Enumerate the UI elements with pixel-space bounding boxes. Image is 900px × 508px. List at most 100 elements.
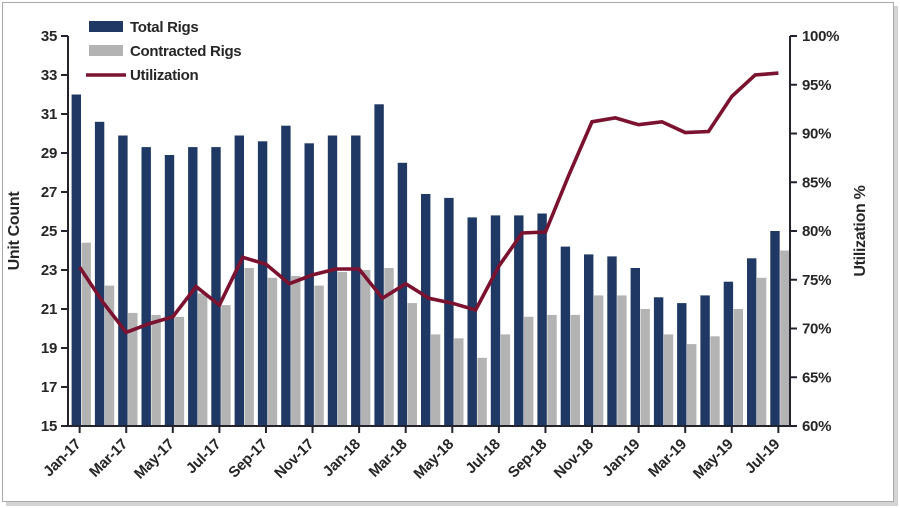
legend-item-label: Total Rigs <box>130 19 198 36</box>
contracted-rigs-bar <box>291 275 301 426</box>
contracted-rigs-bar <box>384 268 394 426</box>
total-rigs-bar <box>164 155 175 426</box>
contracted-rigs-bar <box>454 338 464 427</box>
contracted-rigs-bar <box>500 334 511 426</box>
contracted-rigs-bar <box>756 277 767 426</box>
total-rigs-bar <box>188 147 198 426</box>
contracted-rigs-bar <box>244 268 254 426</box>
x-axis-tick-label: Sep-17 <box>225 436 271 482</box>
left-axis-tick-label: 17 <box>41 379 57 396</box>
total-rigs-bar <box>514 215 524 426</box>
total-rigs-bar <box>118 135 128 426</box>
contracted-rigs-bar <box>151 314 161 426</box>
left-axis-tick-label: 15 <box>41 418 57 435</box>
right-axis-tick-label: 70% <box>802 321 831 338</box>
left-axis-tick-label: 29 <box>41 145 57 162</box>
rigs-utilization-chart: 15 17 19 21 23 25 27 29 31 33 35 60% 65% 70% 75% 80% 85%… <box>6 19 869 483</box>
contracted-rigs-bar <box>524 316 534 426</box>
total-rigs-bar <box>537 213 547 426</box>
total-rigs-bar <box>584 254 594 426</box>
total-rigs-bar <box>141 147 151 426</box>
left-axis-tick-label: 23 <box>41 262 57 279</box>
legend-item-label: Contracted Rigs <box>130 43 241 60</box>
x-axis-tick-label: Jul-17 <box>183 436 224 477</box>
total-rigs-bar <box>560 246 571 426</box>
total-rigs-bar <box>490 215 501 426</box>
x-axis-tick-label: May-19 <box>690 436 737 483</box>
total-rigs-bar <box>304 143 314 427</box>
x-axis-tick-label: Nov-17 <box>271 436 317 482</box>
contracted-rigs-bar <box>361 270 371 426</box>
contracted-rigs-bar <box>430 334 441 426</box>
x-axis-tick-label: May-17 <box>131 436 178 483</box>
left-axis-tick-label: 21 <box>41 301 57 318</box>
contracted-rigs-bar <box>547 314 557 426</box>
contracted-rigs-bar <box>733 309 743 426</box>
total-rigs-bar <box>257 141 268 427</box>
total-rigs-bar <box>653 297 664 426</box>
contracted-rigs-bar <box>687 344 697 426</box>
chart-frame: 15 17 19 21 23 25 27 29 31 33 35 60% 65% 70% 75% 80% 85%… <box>2 2 894 502</box>
total-rigs-bar <box>677 303 687 426</box>
total-rigs-bar <box>327 135 338 426</box>
left-axis-tick-label: 31 <box>41 106 57 123</box>
contracted-rigs-bar <box>314 285 324 426</box>
contracted-rigs-bar <box>780 250 790 426</box>
contracted-rigs-bar <box>477 357 487 427</box>
total-rigs-bar <box>234 135 244 426</box>
utilization-line <box>78 71 779 335</box>
right-axis-tick-label: 60% <box>802 418 831 435</box>
contracted-rigs-bar <box>640 309 650 426</box>
contracted-rigs-bar <box>174 316 185 426</box>
contracted-rigs-bar <box>337 272 348 426</box>
contracted-rigs-bar <box>198 293 208 426</box>
contracted-rigs-bar <box>663 334 674 426</box>
x-axis-tick-label: Jan-17 <box>40 436 84 480</box>
contracted-rigs-bar <box>593 295 604 426</box>
total-rigs-bar <box>374 104 384 427</box>
x-axis-tick-label: Sep-18 <box>505 436 551 482</box>
contracted-rigs-bar <box>81 242 91 426</box>
total-rigs-bar <box>630 268 640 426</box>
total-rigs-bar <box>281 125 291 426</box>
x-axis-tick-label: May-18 <box>410 436 457 483</box>
total-rigs-bar <box>421 194 431 426</box>
contracted-rigs-bar <box>570 314 580 426</box>
right-axis-tick-label: 100% <box>802 28 839 45</box>
legend-swatch-contracted-rigs <box>89 45 123 56</box>
total-rigs-bar <box>351 135 361 426</box>
left-axis-tick-label: 25 <box>41 223 57 240</box>
x-axis-tick-label: Jul-18 <box>462 436 503 477</box>
total-rigs-bar <box>747 258 757 426</box>
contracted-rigs-bar <box>710 336 720 426</box>
left-axis-tick-label: 27 <box>41 184 57 201</box>
right-axis-tick-label: 80% <box>802 223 831 240</box>
right-axis-tick-label: 75% <box>802 272 831 289</box>
contracted-rigs-bar <box>104 285 115 426</box>
contracted-rigs-bar <box>128 312 138 426</box>
left-axis-title: Unit Count <box>6 191 23 271</box>
contracted-rigs-bar <box>407 303 417 426</box>
contracted-rigs-bar <box>267 277 278 426</box>
x-axis-tick-label: Jul-19 <box>742 436 783 477</box>
legend-item-label: Utilization <box>130 67 198 84</box>
x-axis-tick-label: Mar-19 <box>645 436 690 481</box>
x-axis-tick-label: Jan-18 <box>320 436 364 480</box>
left-axis-tick-label: 19 <box>41 340 57 357</box>
total-rigs-bar <box>607 256 617 426</box>
legend-swatch-total-rigs <box>89 21 123 32</box>
contracted-rigs-bar <box>617 295 627 426</box>
right-axis-tick-label: 85% <box>802 174 831 191</box>
total-rigs-bar <box>211 147 221 426</box>
total-rigs-bar <box>444 197 454 426</box>
right-axis-title: Utilization % <box>852 185 869 276</box>
total-rigs-bar <box>94 121 105 427</box>
left-axis-tick-label: 35 <box>41 28 57 45</box>
total-rigs-bar <box>723 281 734 426</box>
total-rigs-bar <box>700 295 710 426</box>
x-axis-tick-label: Jan-19 <box>599 436 643 480</box>
right-axis-tick-label: 90% <box>802 126 831 143</box>
contracted-rigs-bar <box>221 305 231 426</box>
right-axis-tick-label: 95% <box>802 77 831 94</box>
